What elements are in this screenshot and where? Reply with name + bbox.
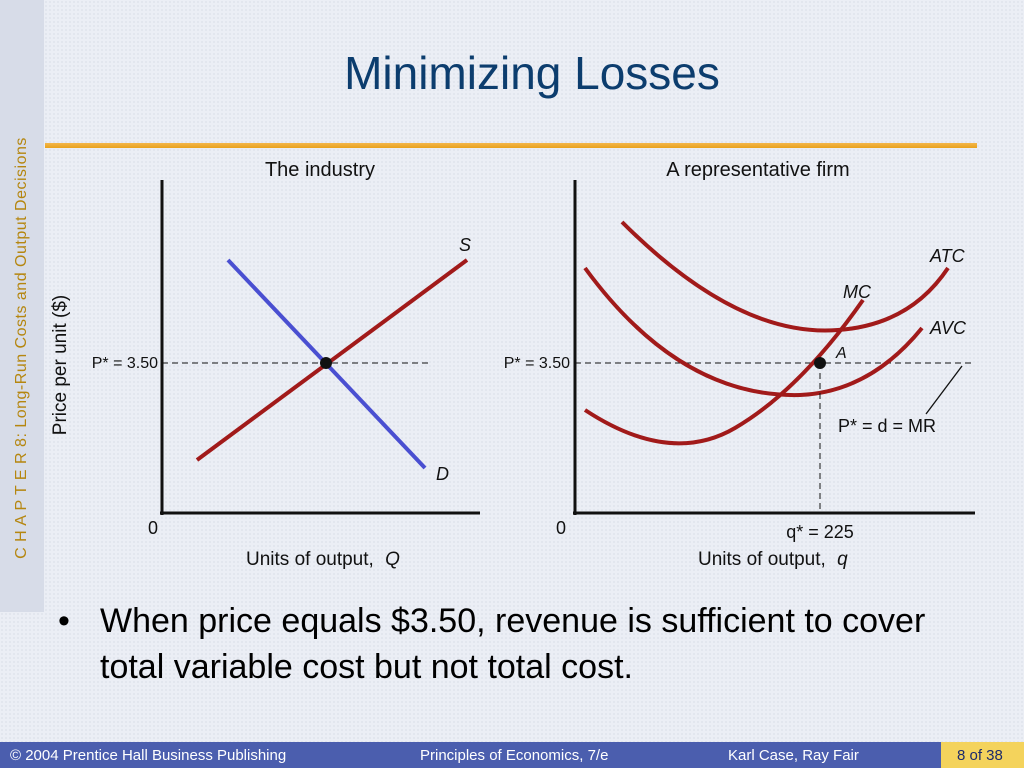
avc-label: AVC: [929, 318, 967, 338]
supply-label: S: [459, 235, 471, 255]
industry-equilibrium-point: [320, 357, 332, 369]
mc-curve: [583, 298, 865, 446]
bullet-marker: •: [58, 602, 70, 640]
page-indicator: 8 of 38: [941, 742, 1024, 768]
demand-label: D: [436, 464, 449, 484]
right-x-axis-label: Units of output, q: [698, 549, 848, 570]
mr-pointer-line: [925, 365, 963, 415]
page-number: 8 of 38: [957, 747, 1003, 764]
left-origin: 0: [148, 518, 158, 538]
point-a-label: A: [835, 345, 847, 362]
left-x-axis-label: Units of output, Q: [246, 549, 400, 570]
footer-bar: © 2004 Prentice Hall Business Publishing…: [0, 742, 1024, 768]
right-price-label: P* = 3.50: [504, 355, 570, 372]
avc-curve: [583, 266, 924, 398]
footer-authors: Karl Case, Ray Fair: [728, 747, 859, 764]
q-star-label: q* = 225: [786, 522, 854, 542]
footer-copyright: © 2004 Prentice Hall Business Publishing: [10, 747, 287, 764]
right-origin: 0: [556, 518, 566, 538]
atc-label: ATC: [929, 246, 966, 266]
bullet-point: • When price equals $3.50, revenue is su…: [58, 598, 988, 690]
supply-curve: [195, 258, 469, 462]
mr-label: P* = d = MR: [838, 416, 936, 436]
slide-title: Minimizing Losses: [344, 47, 720, 99]
left-panel-title: The industry: [265, 159, 375, 181]
title-divider: [45, 143, 977, 148]
economics-diagram: The industry Price per unit ($) 0 P* = 3…: [0, 150, 1024, 580]
side-band: C H A P T E R 8: Long-Run Costs and Outp…: [0, 0, 44, 612]
bullet-text: When price equals $3.50, revenue is suff…: [100, 602, 926, 686]
atc-curve: [620, 220, 950, 333]
y-axis-label: Price per unit ($): [50, 295, 71, 435]
right-panel-title: A representative firm: [666, 159, 849, 181]
diagram-svg: The industry Price per unit ($) 0 P* = 3…: [50, 159, 975, 570]
left-price-label: P* = 3.50: [92, 355, 158, 372]
footer-book-title: Principles of Economics, 7/e: [420, 747, 609, 764]
mc-label: MC: [843, 282, 872, 302]
